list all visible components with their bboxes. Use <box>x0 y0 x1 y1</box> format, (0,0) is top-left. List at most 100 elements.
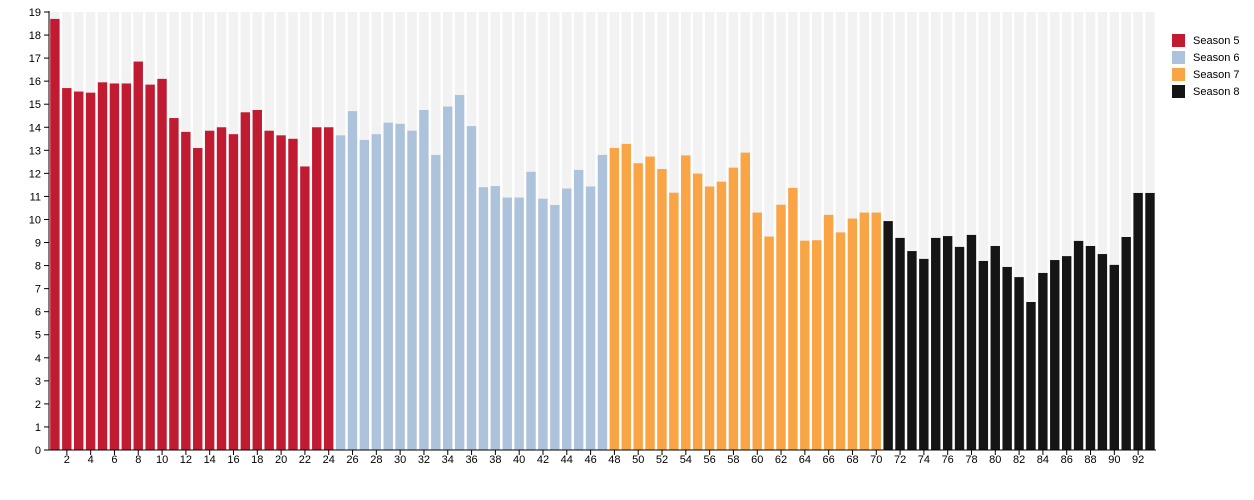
bar-72[interactable] <box>895 237 905 450</box>
bar-55[interactable] <box>692 173 703 451</box>
bar-4[interactable] <box>85 92 96 451</box>
bar-63[interactable] <box>788 187 798 450</box>
bar-78[interactable] <box>966 234 977 450</box>
bar-46[interactable] <box>585 186 596 450</box>
bar-33[interactable] <box>431 154 441 450</box>
bar-43[interactable] <box>550 204 560 450</box>
bar-89[interactable] <box>1097 254 1108 450</box>
bar-49[interactable] <box>621 143 631 450</box>
bar-57[interactable] <box>716 181 727 451</box>
bar-77[interactable] <box>954 246 965 450</box>
bar-79[interactable] <box>978 260 989 450</box>
bar-38[interactable] <box>490 186 501 450</box>
bar-8[interactable] <box>133 61 143 450</box>
bar-66[interactable] <box>823 214 834 450</box>
bar-88[interactable] <box>1085 245 1096 450</box>
bar-6[interactable] <box>109 83 120 450</box>
bar-10[interactable] <box>157 78 167 450</box>
bar-69[interactable] <box>859 212 870 450</box>
bar-85[interactable] <box>1050 260 1060 450</box>
bar-25[interactable] <box>335 135 346 450</box>
bar-71[interactable] <box>883 221 893 450</box>
bar-16[interactable] <box>228 134 239 450</box>
bar-76[interactable] <box>942 236 953 450</box>
bar-62[interactable] <box>776 204 786 450</box>
bar-60[interactable] <box>752 212 762 450</box>
bar-59[interactable] <box>740 152 750 451</box>
bar-26[interactable] <box>347 111 358 450</box>
bar-30[interactable] <box>395 123 405 450</box>
bar-23[interactable] <box>312 127 322 451</box>
bar-18[interactable] <box>252 109 262 450</box>
bar-84[interactable] <box>1038 272 1048 450</box>
bar-92[interactable] <box>1133 192 1143 450</box>
bar-20[interactable] <box>276 135 286 450</box>
bar-22[interactable] <box>300 166 310 450</box>
bar-9[interactable] <box>145 84 155 451</box>
bar-2[interactable] <box>62 88 72 451</box>
bar-44[interactable] <box>562 188 572 450</box>
bar-45[interactable] <box>573 169 584 450</box>
y-tick-label: 7 <box>35 284 41 296</box>
bar-3[interactable] <box>74 91 84 450</box>
bar-47[interactable] <box>597 154 608 450</box>
bar-50[interactable] <box>633 163 643 450</box>
bar-27[interactable] <box>359 139 370 450</box>
bar-48[interactable] <box>609 148 620 450</box>
bar-21[interactable] <box>288 138 298 450</box>
bar-42[interactable] <box>538 198 548 450</box>
bar-13[interactable] <box>193 148 203 450</box>
bar-31[interactable] <box>407 130 417 450</box>
bar-86[interactable] <box>1061 256 1072 450</box>
bar-87[interactable] <box>1073 240 1084 450</box>
bar-68[interactable] <box>847 218 858 450</box>
bar-12[interactable] <box>181 131 191 450</box>
bar-39[interactable] <box>502 197 512 450</box>
bar-51[interactable] <box>645 156 655 451</box>
bar-52[interactable] <box>657 168 667 451</box>
bar-80[interactable] <box>990 245 1000 450</box>
bar-81[interactable] <box>1002 266 1012 450</box>
legend-item-season-5[interactable]: Season 5 <box>1172 32 1239 49</box>
bar-28[interactable] <box>371 134 381 450</box>
bar-32[interactable] <box>419 109 429 450</box>
bar-67[interactable] <box>835 232 846 450</box>
bar-41[interactable] <box>526 171 536 450</box>
bar-15[interactable] <box>216 127 227 451</box>
bar-75[interactable] <box>931 237 941 450</box>
bar-19[interactable] <box>264 130 274 450</box>
bar-35[interactable] <box>454 94 465 450</box>
bar-11[interactable] <box>169 118 179 450</box>
bar-53[interactable] <box>669 192 679 450</box>
bar-7[interactable] <box>121 83 132 450</box>
bar-73[interactable] <box>907 251 917 450</box>
bar-93[interactable] <box>1145 192 1155 450</box>
legend-item-season-7[interactable]: Season 7 <box>1172 66 1239 83</box>
bar-61[interactable] <box>764 236 774 450</box>
bar-36[interactable] <box>466 126 477 450</box>
bar-background <box>1097 12 1108 450</box>
bar-74[interactable] <box>919 258 929 450</box>
x-tick-label: 26 <box>346 454 358 466</box>
bar-1[interactable] <box>50 18 60 450</box>
bar-82[interactable] <box>1014 277 1024 450</box>
bar-65[interactable] <box>812 240 822 450</box>
bar-70[interactable] <box>871 212 881 450</box>
bar-91[interactable] <box>1121 236 1131 450</box>
bar-83[interactable] <box>1026 302 1036 450</box>
bar-29[interactable] <box>383 122 393 450</box>
legend-item-season-6[interactable]: Season 6 <box>1172 49 1239 66</box>
bar-56[interactable] <box>704 186 715 450</box>
bar-90[interactable] <box>1109 264 1119 450</box>
bar-24[interactable] <box>323 127 334 451</box>
bar-5[interactable] <box>97 82 108 451</box>
bar-14[interactable] <box>204 130 215 450</box>
bar-64[interactable] <box>800 240 810 450</box>
bar-58[interactable] <box>728 167 739 450</box>
bar-54[interactable] <box>681 155 691 450</box>
bar-37[interactable] <box>478 187 489 450</box>
legend-item-season-8[interactable]: Season 8 <box>1172 83 1239 100</box>
bar-17[interactable] <box>240 112 251 451</box>
bar-40[interactable] <box>514 197 524 450</box>
bar-34[interactable] <box>443 106 453 450</box>
